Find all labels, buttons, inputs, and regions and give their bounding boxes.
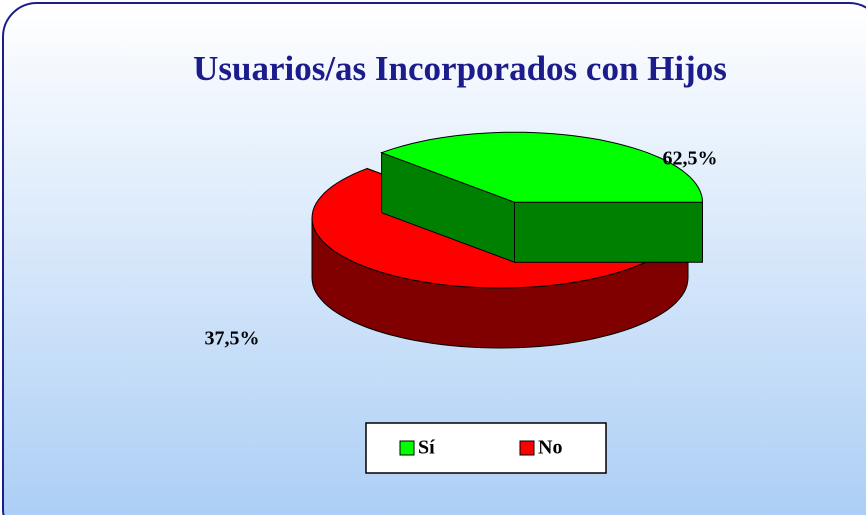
data-label: 37,5%: [205, 328, 260, 350]
chart-title: Usuarios/as Incorporados con Hijos: [193, 49, 727, 88]
pie: [311, 131, 704, 349]
slice: [380, 131, 704, 203]
legend-box: [365, 422, 607, 474]
data-label: 62,5%: [663, 148, 718, 170]
legend-swatch: [399, 440, 415, 456]
legend-swatch: [519, 440, 535, 456]
legend-label: No: [538, 437, 562, 459]
slice-cut-face: [514, 201, 703, 263]
legend-label: Sí: [418, 437, 435, 459]
